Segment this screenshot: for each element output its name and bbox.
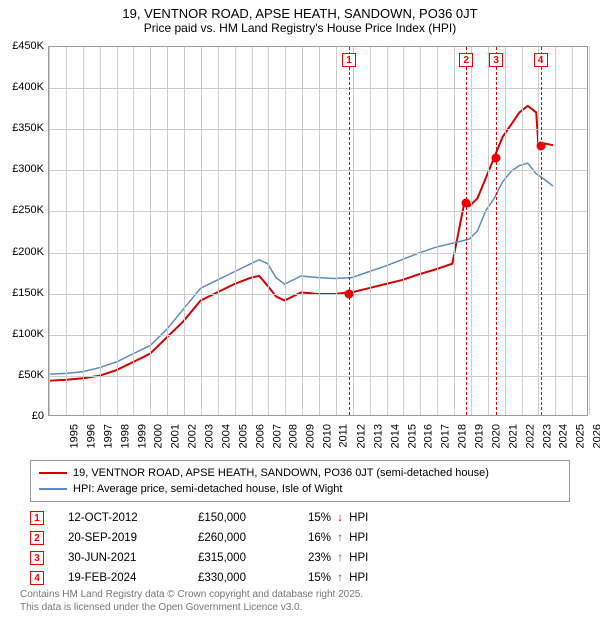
legend-item-hpi: HPI: Average price, semi-detached house,… — [39, 481, 561, 497]
x-tick-label: 1995 — [68, 424, 80, 448]
chart-title: 19, VENTNOR ROAD, APSE HEATH, SANDOWN, P… — [0, 0, 600, 21]
x-tick-label: 2014 — [389, 424, 401, 448]
y-tick-label: £50K — [0, 369, 44, 381]
event-row: 4 19-FEB-2024£330,00015% HPI — [30, 568, 418, 588]
event-marker: 3 — [489, 53, 503, 67]
x-tick-label: 2012 — [355, 424, 367, 448]
event-row-delta: 23% HPI — [308, 552, 418, 564]
y-tick-label: £0 — [0, 410, 44, 422]
legend-swatch-property — [39, 472, 67, 474]
event-row-marker: 3 — [30, 551, 44, 565]
events-table: 112-OCT-2012£150,00015% HPI220-SEP-2019£… — [30, 508, 418, 588]
x-tick-label: 2013 — [372, 424, 384, 448]
y-tick-label: £400K — [0, 81, 44, 93]
x-tick-label: 2008 — [288, 424, 300, 448]
footer-text: Contains HM Land Registry data © Crown c… — [20, 588, 363, 614]
x-tick-label: 2002 — [187, 424, 199, 448]
x-tick-label: 2007 — [271, 424, 283, 448]
legend-label-property: 19, VENTNOR ROAD, APSE HEATH, SANDOWN, P… — [73, 467, 489, 479]
event-row-price: £330,000 — [198, 572, 308, 584]
x-tick-label: 2018 — [457, 424, 469, 448]
y-tick-label: £100K — [0, 328, 44, 340]
event-row-date: 19-FEB-2024 — [68, 572, 198, 584]
x-axis-labels: 1995 1996 1997 1998 1999 2000 2001 2002 2003 2004… — [48, 420, 588, 460]
event-row-marker: 1 — [30, 511, 44, 525]
legend-swatch-hpi — [39, 488, 67, 490]
arrow-up-icon — [334, 532, 346, 544]
x-tick-label: 2020 — [490, 424, 502, 448]
arrow-up-icon — [334, 552, 346, 564]
y-tick-label: £450K — [0, 40, 44, 52]
event-marker: 1 — [342, 53, 356, 67]
x-tick-label: 2000 — [153, 424, 165, 448]
x-tick-label: 2025 — [575, 424, 587, 448]
x-tick-label: 2009 — [305, 424, 317, 448]
x-tick-label: 2016 — [423, 424, 435, 448]
event-row-delta: 16% HPI — [308, 532, 418, 544]
arrow-up-icon — [334, 572, 346, 584]
event-line — [349, 47, 350, 415]
event-marker: 2 — [459, 53, 473, 67]
x-tick-label: 2006 — [254, 424, 266, 448]
event-row-price: £315,000 — [198, 552, 308, 564]
y-tick-label: £300K — [0, 163, 44, 175]
event-row-marker: 4 — [30, 571, 44, 585]
event-row-marker: 2 — [30, 531, 44, 545]
x-tick-label: 2003 — [203, 424, 215, 448]
event-row: 1 12-OCT-2012£150,00015% HPI — [30, 508, 418, 528]
x-tick-label: 2024 — [558, 424, 570, 448]
chart-container: 19, VENTNOR ROAD, APSE HEATH, SANDOWN, P… — [0, 0, 600, 620]
event-dot — [462, 199, 471, 208]
event-row-date: 12-OCT-2012 — [68, 512, 198, 524]
footer-line2: This data is licensed under the Open Gov… — [20, 601, 363, 614]
event-line — [466, 47, 467, 415]
x-tick-label: 2010 — [322, 424, 334, 448]
x-tick-label: 2026 — [592, 424, 600, 448]
footer-line1: Contains HM Land Registry data © Crown c… — [20, 588, 363, 601]
event-dot — [492, 154, 501, 163]
event-marker: 4 — [534, 53, 548, 67]
x-tick-label: 2017 — [440, 424, 452, 448]
event-row-price: £150,000 — [198, 512, 308, 524]
x-tick-label: 2001 — [170, 424, 182, 448]
y-tick-label: £150K — [0, 287, 44, 299]
x-tick-label: 2015 — [406, 424, 418, 448]
x-tick-label: 2004 — [220, 424, 232, 448]
x-tick-label: 2023 — [541, 424, 553, 448]
event-line — [496, 47, 497, 415]
event-row: 3 30-JUN-2021£315,00023% HPI — [30, 548, 418, 568]
x-tick-label: 1998 — [119, 424, 131, 448]
x-tick-label: 1997 — [102, 424, 114, 448]
x-tick-label: 1996 — [85, 424, 97, 448]
event-row-delta: 15% HPI — [308, 572, 418, 584]
event-row-date: 20-SEP-2019 — [68, 532, 198, 544]
legend-item-property: 19, VENTNOR ROAD, APSE HEATH, SANDOWN, P… — [39, 465, 561, 481]
x-tick-label: 2019 — [473, 424, 485, 448]
x-tick-label: 2011 — [338, 424, 350, 448]
y-tick-label: £350K — [0, 122, 44, 134]
event-dot — [536, 141, 545, 150]
x-tick-label: 1999 — [136, 424, 148, 448]
x-tick-label: 2005 — [237, 424, 249, 448]
event-row: 2 20-SEP-2019£260,00016% HPI — [30, 528, 418, 548]
plot-area: 1 2 3 4 — [48, 46, 588, 416]
event-dot — [345, 289, 354, 298]
arrow-down-icon — [334, 512, 346, 524]
chart-subtitle: Price paid vs. HM Land Registry's House … — [0, 21, 600, 39]
chart-svg — [49, 47, 587, 415]
event-row-date: 30-JUN-2021 — [68, 552, 198, 564]
x-tick-label: 2021 — [507, 424, 519, 448]
x-tick-label: 2022 — [524, 424, 536, 448]
legend-label-hpi: HPI: Average price, semi-detached house,… — [73, 483, 342, 495]
event-row-delta: 15% HPI — [308, 512, 418, 524]
y-tick-label: £250K — [0, 204, 44, 216]
legend: 19, VENTNOR ROAD, APSE HEATH, SANDOWN, P… — [30, 460, 570, 502]
event-row-price: £260,000 — [198, 532, 308, 544]
y-tick-label: £200K — [0, 246, 44, 258]
event-line — [541, 47, 542, 415]
